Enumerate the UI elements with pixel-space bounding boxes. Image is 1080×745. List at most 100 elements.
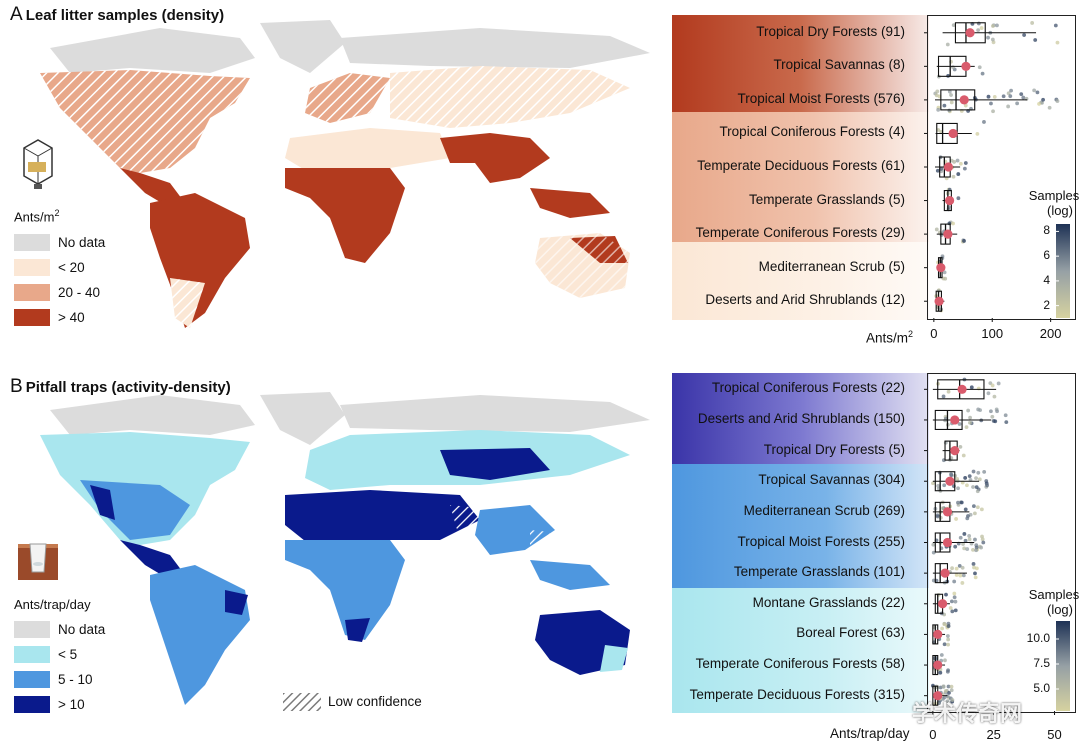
data-point <box>957 422 962 426</box>
category-label: Tropical Moist Forests (255) <box>737 533 905 549</box>
data-point <box>931 578 936 583</box>
legend-b-title: Ants/trap/day <box>14 597 91 612</box>
data-point <box>954 573 959 577</box>
legend-label: 20 - 40 <box>58 284 101 300</box>
category-label: Boreal Forest (63) <box>796 625 905 641</box>
mean-marker <box>957 384 967 394</box>
data-point <box>952 160 957 164</box>
data-point <box>961 573 966 578</box>
data-point <box>936 107 941 112</box>
mean-marker <box>959 95 969 105</box>
data-point <box>952 595 957 600</box>
data-point <box>976 470 981 475</box>
mean-marker <box>945 195 955 206</box>
legend-b-item: 5 - 10 <box>14 670 93 688</box>
data-point <box>981 540 986 545</box>
mean-marker <box>942 537 953 548</box>
data-point <box>952 579 957 584</box>
legend-label: 5 - 10 <box>58 671 93 687</box>
data-point <box>951 174 956 179</box>
legend-b-item: > 10 <box>14 695 85 713</box>
data-point <box>991 109 995 114</box>
data-point <box>947 690 951 695</box>
data-point <box>931 542 936 547</box>
data-point <box>947 89 952 94</box>
colorbar-tick-label: 6 <box>1043 248 1050 263</box>
data-point <box>1008 94 1013 99</box>
data-point <box>949 599 954 604</box>
data-point <box>963 476 968 480</box>
data-point <box>958 573 963 578</box>
iqr-box <box>940 89 976 111</box>
data-point <box>935 514 940 519</box>
panel-b-title: B Pitfall traps (activity-density) <box>10 376 231 398</box>
data-point <box>1033 38 1038 42</box>
mean-marker <box>936 263 946 273</box>
x-tick-label: 25 <box>986 727 1001 742</box>
legend-label: No data <box>58 621 106 637</box>
data-point <box>968 415 972 420</box>
data-point <box>967 534 972 538</box>
legend-b-item: < 5 <box>14 645 77 663</box>
data-point <box>949 684 954 689</box>
data-point <box>975 489 980 494</box>
data-point <box>946 624 951 629</box>
legend-label: No data <box>58 234 106 250</box>
iqr-box <box>934 471 956 492</box>
data-point <box>953 599 958 604</box>
mean-marker <box>948 128 958 139</box>
data-point <box>951 23 956 28</box>
panel-a-letter: A <box>10 4 23 25</box>
data-point <box>986 391 991 396</box>
data-point <box>973 571 977 576</box>
data-point <box>977 477 982 482</box>
panel-a-title-text: Leaf litter samples (density) <box>25 7 225 24</box>
category-label: Deserts and Arid Shrublands (12) <box>705 292 905 308</box>
data-point <box>973 537 977 542</box>
data-point <box>1022 33 1027 37</box>
chart-b-xlabel: Ants/trap/day <box>830 726 910 741</box>
colorbar-title-line2: (log) <box>1046 602 1073 617</box>
data-point <box>974 566 979 571</box>
data-point <box>956 172 961 176</box>
data-point <box>979 545 983 550</box>
data-point <box>992 394 997 399</box>
data-point <box>1019 92 1024 97</box>
colorbar <box>1056 224 1070 318</box>
colorbar-title-line1: Samples <box>1028 587 1080 602</box>
data-point <box>935 89 940 94</box>
data-point <box>1053 23 1058 28</box>
legend-swatch <box>14 620 50 638</box>
data-point <box>986 94 991 99</box>
data-point <box>949 688 954 693</box>
colorbar-tick-label: 10.0 <box>1026 631 1050 645</box>
colorbar-title-line2: (log) <box>1046 203 1073 218</box>
data-point <box>961 453 966 458</box>
data-point <box>957 564 962 568</box>
data-point <box>975 131 980 136</box>
data-point <box>942 103 947 108</box>
category-label: Temperate Deciduous Forests (315) <box>689 686 905 702</box>
data-point <box>1030 21 1035 25</box>
category-label: Montane Grasslands (22) <box>752 594 905 610</box>
data-point <box>963 161 968 165</box>
category-label: Tropical Coniferous Forests (4) <box>719 124 905 140</box>
data-point <box>976 407 981 412</box>
data-point <box>943 689 948 693</box>
data-point <box>993 419 998 424</box>
data-point <box>962 546 967 551</box>
data-point <box>936 128 941 132</box>
data-point <box>945 669 950 674</box>
leaf-litter-sampler-icon <box>23 139 53 189</box>
mean-marker <box>933 629 943 640</box>
data-point <box>941 685 946 689</box>
low-confidence-swatch <box>283 693 321 711</box>
category-label: Temperate Coniferous Forests (29) <box>695 225 905 241</box>
category-label: Tropical Dry Forests (5) <box>763 441 905 457</box>
data-point <box>969 385 974 390</box>
data-point <box>965 483 969 488</box>
data-point <box>936 483 941 488</box>
legend-a-item: > 40 <box>14 308 85 326</box>
data-point <box>1040 100 1044 105</box>
